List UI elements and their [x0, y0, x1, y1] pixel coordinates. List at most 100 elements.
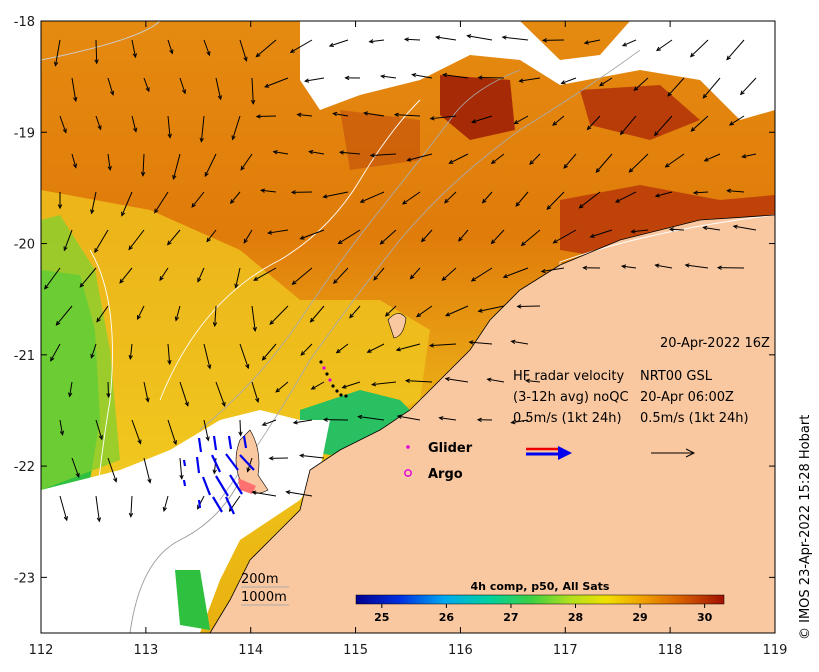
model-current-arrowhead: [481, 198, 487, 204]
model-current-arrowhead: [369, 153, 375, 158]
model-current-arrowhead: [304, 78, 310, 83]
y-tick-label: -21: [14, 349, 35, 364]
model-current-arrow: [200, 115, 205, 142]
model-current-arrow: [561, 77, 577, 84]
credit-text: © IMOS 23-Apr-2022 15:28 Hobart: [798, 415, 813, 640]
bathy-contour: [159, 99, 421, 401]
model-current-arrow: [286, 491, 313, 497]
model-current-arrow: [338, 229, 361, 244]
model-current-arrow: [128, 229, 145, 250]
model-current-arrowhead: [285, 490, 291, 495]
model-current-arrowhead: [291, 280, 297, 285]
model-current-arrowhead: [357, 414, 363, 420]
model-current-arrow: [628, 153, 649, 173]
model-current-arrowhead: [234, 283, 239, 289]
model-current-arrowhead: [212, 469, 217, 475]
model-current-arrowhead: [490, 239, 496, 245]
model-current-arrowhead: [344, 75, 350, 81]
model-current-arrowhead: [552, 239, 558, 244]
hf-radar-arrow: [227, 435, 233, 450]
model-current-arrow: [407, 153, 433, 161]
model-current-arrowhead: [68, 392, 73, 398]
model-current-arrowhead: [184, 401, 189, 407]
model-current-arrowhead: [441, 276, 447, 282]
model-current-arrow: [410, 267, 421, 279]
model-current-arrowhead: [98, 435, 103, 441]
model-current-arrow: [214, 305, 217, 327]
model-current-arrow: [590, 229, 613, 238]
model-current-arrowhead: [349, 313, 354, 319]
model-current-arrow: [595, 153, 613, 173]
model-current-arrowhead: [542, 38, 548, 43]
model-current-arrow: [154, 191, 169, 213]
barrow-island: [387, 313, 407, 339]
bathy-contour: [41, 21, 161, 61]
model-current-arrowhead: [598, 81, 604, 87]
model-current-arrow: [526, 379, 541, 383]
model-current-arrowhead: [212, 322, 218, 328]
model-current-arrowhead: [516, 304, 522, 309]
model-current-arrow: [430, 115, 457, 120]
model-current-arrowhead: [253, 276, 259, 281]
model-current-arrowhead: [333, 279, 338, 285]
model-current-arrow: [587, 115, 601, 130]
colorbar-tick-label: 29: [632, 611, 647, 624]
model-current-arrow: [515, 191, 529, 207]
model-current-arrow: [179, 381, 189, 406]
model-current-arrow: [631, 229, 649, 233]
model-current-arrow: [436, 36, 457, 41]
model-current-arrow: [175, 305, 181, 321]
model-current-arrowhead: [94, 59, 99, 65]
model-current-arrow: [323, 191, 349, 198]
model-current-arrowhead: [703, 157, 709, 162]
model-current-arrow: [471, 267, 493, 282]
coastline: [209, 214, 775, 633]
model-current-arrow: [239, 419, 242, 436]
model-current-arrowhead: [653, 131, 659, 137]
model-current-arrowhead: [477, 75, 483, 80]
model-current-arrowhead: [529, 160, 534, 165]
model-current-arrow: [71, 153, 77, 168]
model-current-arrow: [340, 151, 361, 155]
model-current-arrow: [91, 191, 97, 214]
model-current-arrow: [235, 267, 241, 288]
model-current-arrow: [439, 417, 457, 421]
model-current-arrow: [702, 77, 721, 99]
model-current-arrowhead: [684, 263, 690, 268]
model-current-arrowhead: [159, 276, 164, 282]
model-current-arrow: [305, 77, 325, 82]
model-current-arrow: [273, 151, 289, 155]
hf-radar-title: HF radar velocity: [513, 369, 625, 384]
model-current-arrowhead: [167, 360, 172, 366]
model-current-arrow: [360, 191, 385, 203]
nrt-model-title: NRT00 GSL: [640, 369, 713, 384]
model-current-arrowhead: [206, 237, 211, 243]
model-current-arrow: [163, 495, 169, 512]
model-current-arrowhead: [308, 149, 314, 155]
model-current-arrow: [59, 419, 64, 435]
model-current-arrowhead: [191, 202, 196, 208]
hf-radar-arrow: [239, 454, 255, 471]
model-current-arrowhead: [338, 150, 344, 155]
colorbar-gradient: [355, 594, 725, 605]
model-current-arrowhead: [515, 201, 520, 207]
x-tick-label: 113: [133, 643, 158, 658]
model-current-arrow: [290, 39, 313, 53]
glider-marker-icon: [406, 445, 410, 449]
model-current-arrowhead: [404, 378, 410, 383]
model-current-arrow: [143, 77, 150, 92]
model-current-arrowhead: [490, 159, 496, 165]
model-current-arrow: [69, 381, 73, 397]
x-tick-label: 114: [238, 643, 263, 658]
model-current-arrow: [230, 191, 241, 204]
model-current-arrow: [256, 115, 277, 118]
model-current-arrowhead: [240, 165, 245, 171]
depth-legend: 200m 1000m: [241, 572, 289, 606]
model-current-arrowhead: [692, 190, 698, 195]
model-current-arrow: [372, 381, 397, 386]
model-current-arrow: [297, 113, 313, 117]
model-current-arrowhead: [403, 37, 409, 42]
model-current-arrow: [203, 343, 211, 369]
model-current-arrow: [693, 191, 709, 194]
model-current-arrow: [519, 77, 541, 82]
